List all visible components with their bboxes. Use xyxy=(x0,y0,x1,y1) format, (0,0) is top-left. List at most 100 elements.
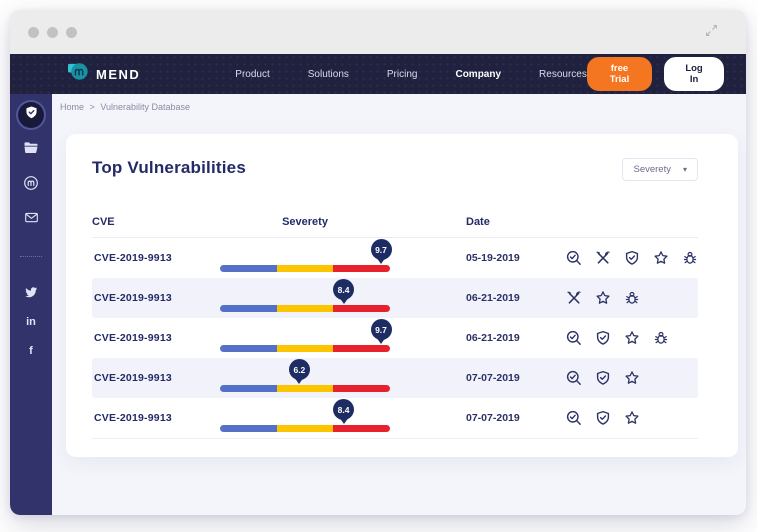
severity-filter-dropdown[interactable]: Severety ▾ xyxy=(622,158,698,181)
breadcrumb: Home > Vulnerability Database xyxy=(52,94,746,112)
nav-link-pricing[interactable]: Pricing xyxy=(386,68,418,80)
severity-segment-medium xyxy=(276,345,334,352)
nav-link-product[interactable]: Product xyxy=(235,68,270,80)
sidebar-item-projects[interactable] xyxy=(18,137,44,163)
date-cell: 07-07-2019 xyxy=(466,412,520,424)
cve-cell: CVE-2019-9913 xyxy=(94,372,172,384)
linkedin-icon[interactable]: in xyxy=(26,316,36,328)
mend-circle-icon xyxy=(23,175,39,196)
severity-segment-low xyxy=(220,425,277,432)
shield-check-icon[interactable] xyxy=(595,370,611,386)
star-icon[interactable] xyxy=(595,290,611,306)
severity-segment-high xyxy=(333,425,390,432)
resize-expand-icon[interactable] xyxy=(705,24,718,42)
browser-window: MEND Product Solutions Pricing Company R… xyxy=(10,10,746,515)
shield-check-icon[interactable] xyxy=(595,330,611,346)
severity-pin-badge: 9.7 xyxy=(370,319,392,340)
free-trial-button[interactable]: free Trial xyxy=(586,57,653,91)
severity-cell: 9.7 xyxy=(220,318,392,358)
severity-bar xyxy=(220,385,390,392)
star-icon[interactable] xyxy=(624,410,640,426)
severity-segment-medium xyxy=(276,385,334,392)
brand-logo[interactable]: MEND xyxy=(68,61,140,87)
cve-cell: CVE-2019-9913 xyxy=(94,252,172,264)
bug-icon[interactable] xyxy=(624,290,640,306)
column-header-date: Date xyxy=(466,216,490,228)
star-icon[interactable] xyxy=(624,370,640,386)
left-sidebar: in f xyxy=(10,94,52,515)
severity-segment-low xyxy=(220,345,277,352)
severity-cell: 8.4 xyxy=(220,278,390,318)
login-button[interactable]: Log In xyxy=(664,57,724,91)
folder-icon xyxy=(23,140,39,161)
bug-icon[interactable] xyxy=(653,330,669,346)
window-control-dot[interactable] xyxy=(47,26,58,38)
facebook-icon[interactable]: f xyxy=(29,345,33,357)
vulnerabilities-card: Top Vulnerabilities Severety ▾ CVE Sever… xyxy=(66,134,738,457)
table-header: CVE Severety Date xyxy=(92,207,698,237)
shield-check-icon xyxy=(24,105,39,125)
mail-icon xyxy=(24,210,39,230)
nav-link-resources[interactable]: Resources xyxy=(539,68,587,80)
severity-segment-low xyxy=(220,385,277,392)
page-title: Top Vulnerabilities xyxy=(92,158,246,177)
tools-icon[interactable] xyxy=(595,250,611,266)
row-actions xyxy=(562,290,698,306)
window-control-dot[interactable] xyxy=(28,26,39,38)
brand-name: MEND xyxy=(96,66,141,82)
table-row[interactable]: CVE-2019-9913 8.4 06-21-2019 xyxy=(92,278,698,318)
severity-segment-medium xyxy=(276,265,334,272)
breadcrumb-separator: > xyxy=(89,102,95,112)
date-cell: 06-21-2019 xyxy=(466,332,520,344)
cve-cell: CVE-2019-9913 xyxy=(94,412,172,424)
severity-segment-low xyxy=(220,305,277,312)
date-cell: 06-21-2019 xyxy=(466,292,520,304)
shield-check-icon[interactable] xyxy=(624,250,640,266)
sidebar-item-vulnerabilities[interactable] xyxy=(18,102,44,128)
breadcrumb-current: Vulnerability Database xyxy=(100,102,191,112)
page-content: in f Home > Vulnerability Database Top V… xyxy=(10,94,746,515)
sidebar-divider xyxy=(20,256,42,257)
date-cell: 05-19-2019 xyxy=(466,252,520,264)
nav-links: Product Solutions Pricing Company Resour… xyxy=(235,69,587,80)
cve-cell: CVE-2019-9913 xyxy=(94,292,172,304)
severity-segment-medium xyxy=(276,305,334,312)
severity-pin-badge: 9.7 xyxy=(370,239,392,260)
table-row[interactable]: CVE-2019-9913 9.7 05-19-2019 xyxy=(92,238,698,278)
severity-segment-medium xyxy=(276,425,334,432)
row-actions xyxy=(562,330,698,346)
chevron-down-icon: ▾ xyxy=(682,165,687,174)
search-check-icon[interactable] xyxy=(566,410,582,426)
search-check-icon[interactable] xyxy=(566,330,582,346)
severity-bar xyxy=(220,425,390,432)
table-row[interactable]: CVE-2019-9913 9.7 06-21-2019 xyxy=(92,318,698,358)
nav-link-company[interactable]: Company xyxy=(455,68,502,80)
tools-icon[interactable] xyxy=(566,290,582,306)
main-area: Home > Vulnerability Database Top Vulner… xyxy=(52,94,746,515)
column-header-cve: CVE xyxy=(92,216,115,228)
table-row[interactable]: CVE-2019-9913 8.4 07-07-2019 xyxy=(92,398,698,438)
browser-chrome-bar xyxy=(10,10,746,54)
star-icon[interactable] xyxy=(653,250,669,266)
severity-cell: 8.4 xyxy=(220,398,390,438)
severity-segment-high xyxy=(333,345,390,352)
table-row[interactable]: CVE-2019-9913 6.2 07-07-2019 xyxy=(92,358,698,398)
severity-cell: 9.7 xyxy=(220,238,392,278)
severity-segment-high xyxy=(333,265,390,272)
window-control-dot[interactable] xyxy=(66,26,77,38)
top-navbar: MEND Product Solutions Pricing Company R… xyxy=(10,54,746,94)
severity-segment-low xyxy=(220,265,277,272)
sidebar-item-contact[interactable] xyxy=(18,207,44,233)
row-actions xyxy=(562,250,698,266)
row-actions xyxy=(562,410,698,426)
search-check-icon[interactable] xyxy=(566,250,582,266)
star-icon[interactable] xyxy=(624,330,640,346)
shield-check-icon[interactable] xyxy=(595,410,611,426)
breadcrumb-home[interactable]: Home xyxy=(60,102,85,112)
twitter-icon[interactable] xyxy=(20,285,42,301)
bug-icon[interactable] xyxy=(682,250,698,266)
sidebar-item-mend[interactable] xyxy=(18,172,44,198)
search-check-icon[interactable] xyxy=(566,370,582,386)
nav-link-solutions[interactable]: Solutions xyxy=(307,68,349,80)
severity-pin-badge: 8.4 xyxy=(333,399,355,420)
